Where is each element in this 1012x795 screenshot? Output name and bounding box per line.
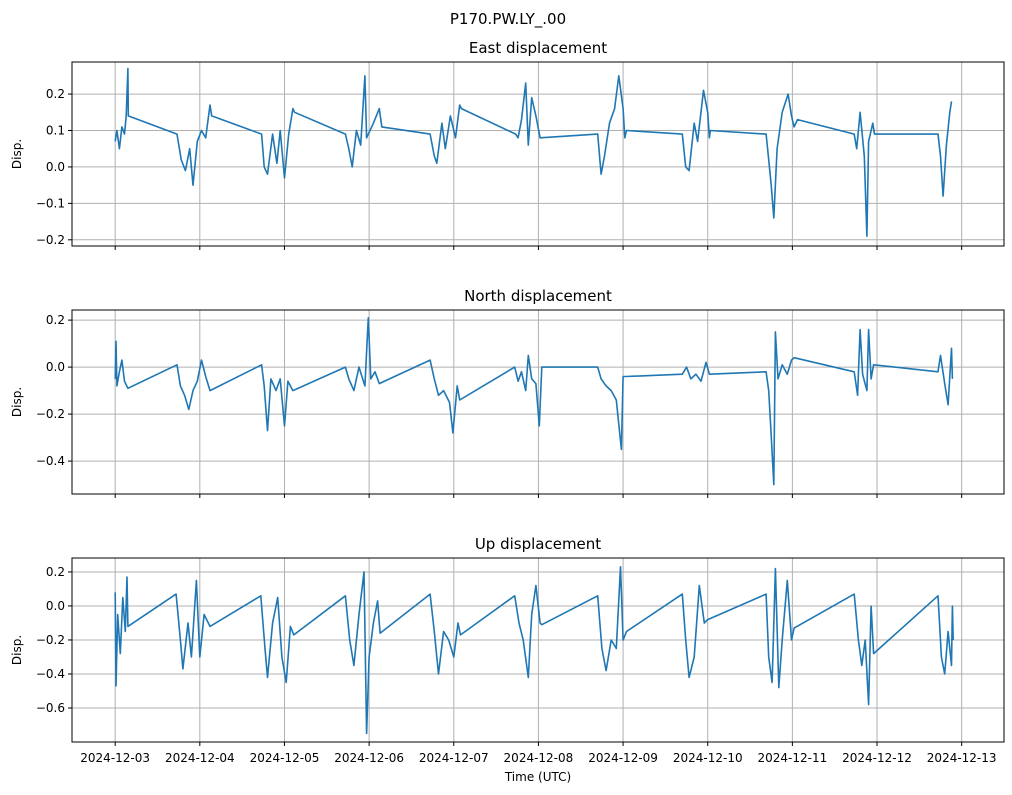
y-tick-label: 0.0 bbox=[46, 360, 65, 374]
y-tick-label: 0.1 bbox=[46, 123, 65, 137]
y-tick-label: −0.4 bbox=[36, 667, 65, 681]
y-tick-label: −0.1 bbox=[36, 196, 65, 210]
y-tick-label: −0.6 bbox=[36, 701, 65, 715]
x-tick-label: 2024-12-10 bbox=[673, 751, 743, 765]
axes-frame bbox=[71, 61, 1005, 247]
y-axis-label: Disp. bbox=[10, 387, 24, 417]
y-tick-label: −0.2 bbox=[36, 233, 65, 247]
subplot-title: East displacement bbox=[469, 39, 607, 57]
x-tick-label: 2024-12-09 bbox=[588, 751, 658, 765]
x-tick-label: 2024-12-13 bbox=[927, 751, 997, 765]
axes-frame bbox=[71, 309, 1005, 495]
y-tick-label: 0.2 bbox=[46, 565, 65, 579]
y-tick-label: −0.2 bbox=[36, 633, 65, 647]
y-tick-label: 0.2 bbox=[46, 313, 65, 327]
subplot-title: Up displacement bbox=[475, 535, 601, 553]
x-tick-label: 2024-12-11 bbox=[757, 751, 827, 765]
y-tick-label: −0.4 bbox=[36, 454, 65, 468]
x-tick-label: 2024-12-06 bbox=[334, 751, 404, 765]
y-tick-label: 0.0 bbox=[46, 160, 65, 174]
y-tick-label: 0.0 bbox=[46, 599, 65, 613]
x-tick-label: 2024-12-12 bbox=[842, 751, 912, 765]
series-line bbox=[114, 566, 954, 735]
x-tick-label: 2024-12-08 bbox=[504, 751, 574, 765]
y-axis-label: Disp. bbox=[10, 139, 24, 169]
series-line bbox=[114, 317, 954, 486]
y-tick-label: 0.2 bbox=[46, 87, 65, 101]
subplot-up: 2024-12-03 2024-12-04 2024-12-05 2024-12-06… bbox=[10, 535, 1005, 784]
y-axis-label: Disp. bbox=[10, 635, 24, 665]
subplot-north: 0.2 0.0 −0.2 −0.4 North displacement Disp. bbox=[10, 287, 1005, 498]
subplot-title: North displacement bbox=[464, 287, 612, 305]
subplot-east: 0.2 0.1 0.0 −0.1 −0.2 East displacement Disp. bbox=[10, 39, 1005, 250]
y-tick-label: −0.2 bbox=[36, 407, 65, 421]
figure-title: P170.PW.LY_.00 bbox=[450, 10, 566, 29]
x-tick-label: 2024-12-07 bbox=[419, 751, 489, 765]
x-axis-label: Time (UTC) bbox=[504, 770, 571, 784]
series-line bbox=[114, 67, 953, 237]
axes-frame bbox=[71, 557, 1005, 743]
x-tick-label: 2024-12-03 bbox=[80, 751, 150, 765]
x-tick-label: 2024-12-04 bbox=[165, 751, 235, 765]
x-tick-label: 2024-12-05 bbox=[250, 751, 320, 765]
